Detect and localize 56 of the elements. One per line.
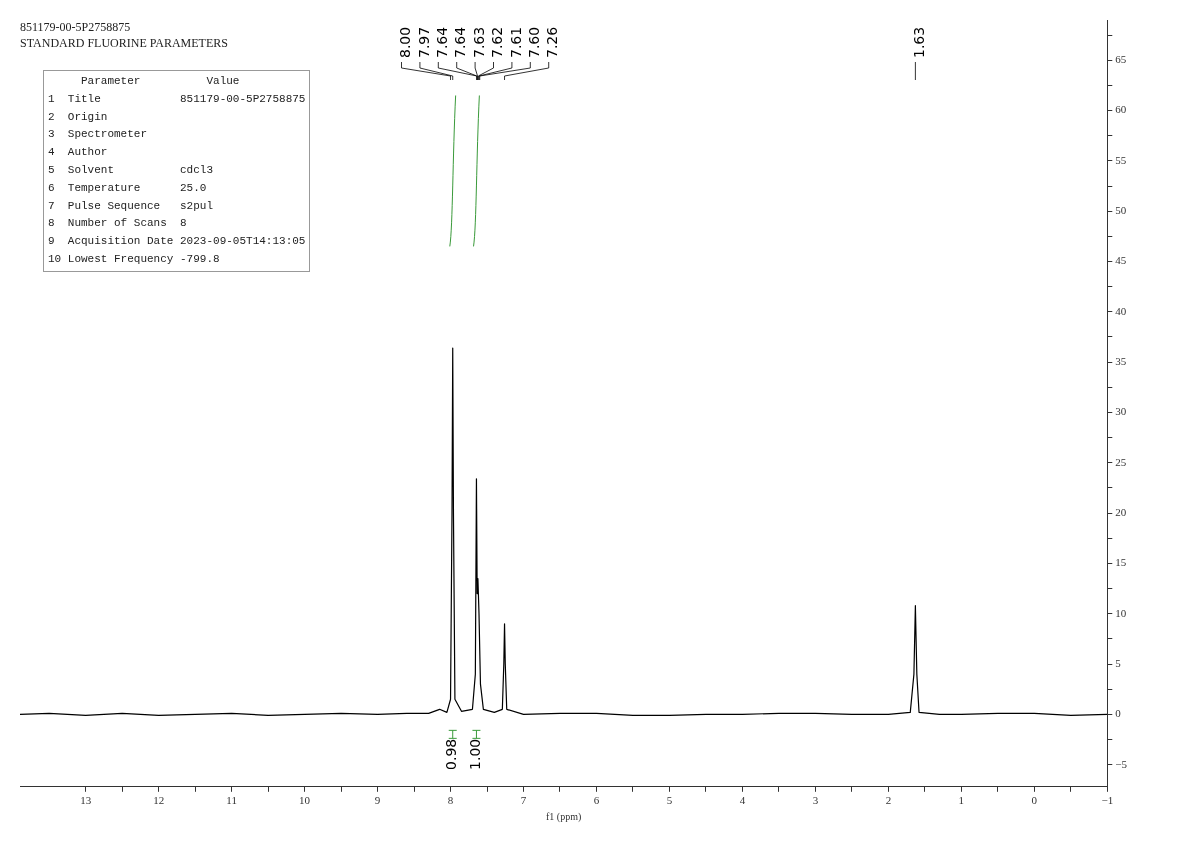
x-tick-label: 13 bbox=[80, 794, 92, 807]
y-tick-label: 20 bbox=[1115, 505, 1127, 518]
y-tick-label: 5 bbox=[1115, 656, 1122, 669]
x-tick-label: 4 bbox=[739, 794, 746, 807]
annotation: 0.98 bbox=[443, 738, 460, 770]
annotation: 4 Author bbox=[48, 145, 109, 161]
annotation: 1.00 bbox=[467, 738, 484, 770]
annotation: 7.62 bbox=[489, 26, 506, 58]
annotation: Parameter Value bbox=[80, 74, 241, 89]
annotation: 1.63 bbox=[911, 26, 928, 58]
y-tick-label: 40 bbox=[1115, 304, 1127, 317]
annotation: 7.61 bbox=[507, 26, 524, 58]
x-tick-label: 6 bbox=[593, 794, 600, 807]
annotation: 8 Number of Scans 8 bbox=[48, 216, 188, 232]
annotation: 9 Acquisition Date 2023-09-05T14:13:05 bbox=[48, 234, 306, 250]
y-tick-label: 50 bbox=[1115, 204, 1127, 217]
y-tick-label: −5 bbox=[1115, 757, 1128, 770]
x-tick-label: 12 bbox=[153, 794, 165, 807]
y-tick-label: 10 bbox=[1115, 606, 1127, 619]
annotation: 3 Spectrometer bbox=[48, 127, 149, 143]
annotation: 7 Pulse Sequence s2pul bbox=[48, 198, 215, 214]
x-tick-label: 9 bbox=[374, 794, 381, 807]
y-tick-label: 45 bbox=[1115, 254, 1127, 267]
annotation: 7.64 bbox=[433, 26, 450, 58]
y-tick-label: 60 bbox=[1115, 103, 1127, 116]
annotation: 2 Origin bbox=[48, 109, 109, 125]
annotation: 7.97 bbox=[415, 26, 432, 58]
annotation: 7.60 bbox=[525, 26, 542, 58]
x-axis-title: f1 (ppm) bbox=[546, 810, 582, 823]
annotation: 8.00 bbox=[397, 26, 414, 58]
text: STANDARD FLUORINE PARAMETERS bbox=[20, 35, 228, 51]
y-tick-label: 15 bbox=[1115, 556, 1127, 569]
y-tick-label: 35 bbox=[1115, 355, 1127, 368]
y-tick-label: 25 bbox=[1115, 455, 1127, 468]
annotation: 5 Solvent cdcl3 bbox=[48, 163, 215, 178]
x-tick-label: 8 bbox=[447, 794, 454, 807]
x-tick-label: 10 bbox=[299, 794, 311, 807]
chart-title: 851179-00-5P2758875 bbox=[20, 19, 132, 35]
y-tick-label: 30 bbox=[1115, 405, 1127, 418]
annotation: 7.63 bbox=[470, 26, 487, 58]
x-tick-label: 2 bbox=[885, 794, 892, 807]
x-tick-label: 1 bbox=[958, 794, 965, 807]
annotation: 1 Title 851179-00-5P2758875 bbox=[48, 91, 306, 107]
x-tick-label: 5 bbox=[666, 794, 673, 807]
annotation: 6 Temperature 25.0 bbox=[48, 180, 208, 196]
y-tick-label: 0 bbox=[1115, 707, 1122, 720]
y-tick-label: 65 bbox=[1115, 53, 1127, 66]
x-tick-label: 11 bbox=[226, 794, 237, 807]
x-tick-label: −1 bbox=[1101, 794, 1114, 807]
y-tick-label: 55 bbox=[1115, 153, 1127, 166]
x-tick-label: 0 bbox=[1031, 794, 1038, 807]
x-tick-label: 7 bbox=[520, 794, 527, 807]
x-tick-label: 3 bbox=[812, 794, 819, 807]
annotation: 10 Lowest Frequency -799.8 bbox=[48, 251, 221, 267]
annotation: 7.64 bbox=[452, 26, 469, 58]
annotation: 7.26 bbox=[544, 26, 561, 58]
